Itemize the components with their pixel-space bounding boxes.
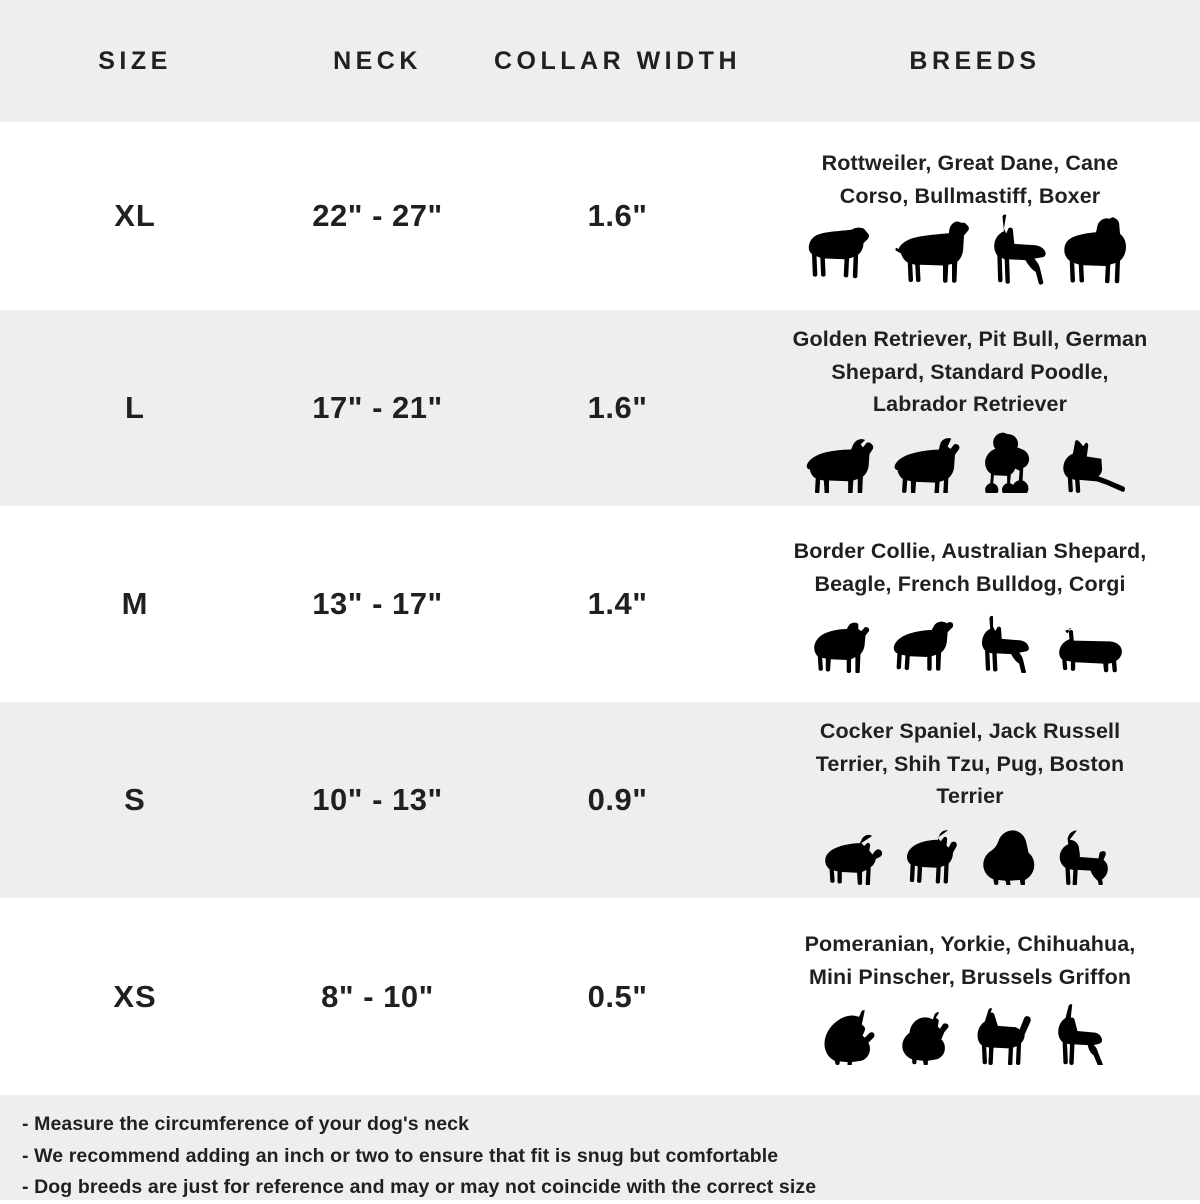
breed-silhouette-group bbox=[805, 214, 1135, 285]
cocker-spaniel-icon bbox=[825, 834, 883, 885]
breed-silhouette-group bbox=[824, 819, 1116, 885]
german-shepard-icon bbox=[1063, 440, 1126, 493]
pug-icon bbox=[1059, 830, 1108, 885]
cell-size: S bbox=[124, 782, 146, 817]
mini-pinscher-icon bbox=[1058, 1004, 1103, 1066]
labrador-retriever-icon bbox=[894, 438, 960, 493]
great-dane-icon bbox=[895, 221, 969, 283]
table-row: S 10" - 13" 0.9" Cocker Spaniel, Jack Ru… bbox=[0, 702, 1200, 898]
column-header-collar-width: COLLAR WIDTH bbox=[493, 46, 742, 75]
table-row: M 13" - 17" 1.4" Border Collie, Australi… bbox=[0, 506, 1200, 702]
table-row: XS 8" - 10" 0.5" Pomeranian, Yorkie, Chi… bbox=[0, 898, 1200, 1095]
table-header-row: SIZE NECK COLLAR WIDTH BREEDS bbox=[0, 0, 1200, 122]
cell-collar-width: 1.6" bbox=[587, 390, 648, 425]
cell-neck: 22" - 27" bbox=[312, 198, 443, 233]
cell-neck: 13" - 17" bbox=[312, 586, 443, 621]
pomeranian-icon bbox=[824, 1010, 875, 1066]
beagle-icon bbox=[893, 621, 954, 671]
column-header-neck: NECK bbox=[333, 46, 422, 75]
yorkie-icon bbox=[902, 1012, 949, 1066]
jack-russell-terrier-icon bbox=[907, 830, 957, 884]
cell-neck: 17" - 21" bbox=[312, 390, 443, 425]
table-row: XL 22" - 27" 1.6" Rottweiler, Great Dane… bbox=[0, 122, 1200, 310]
cell-size: XL bbox=[114, 198, 156, 233]
border-collie-icon bbox=[814, 622, 870, 673]
cell-breeds: Cocker Spaniel, Jack Russell Terrier, Sh… bbox=[750, 715, 1200, 885]
cell-breeds: Golden Retriever, Pit Bull, German Shepa… bbox=[750, 323, 1200, 493]
footer-note: - We recommend adding an inch or two to … bbox=[22, 1144, 779, 1167]
golden-retriever-icon bbox=[806, 439, 874, 493]
cell-neck: 8" - 10" bbox=[321, 978, 434, 1014]
corgi-icon bbox=[1059, 627, 1122, 672]
bullmastiff-icon bbox=[1064, 216, 1126, 283]
shih-tzu-icon bbox=[983, 830, 1035, 885]
breed-list-text: Cocker Spaniel, Jack Russell Terrier, Sh… bbox=[815, 718, 1125, 809]
cell-breeds: Border Collie, Australian Shepard, Beagl… bbox=[750, 535, 1200, 673]
cell-breeds: Pomeranian, Yorkie, Chihuahua, Mini Pins… bbox=[750, 928, 1200, 1066]
cell-breeds: Rottweiler, Great Dane, Cane Corso, Bull… bbox=[750, 147, 1200, 285]
breed-list-text: Pomeranian, Yorkie, Chihuahua, Mini Pins… bbox=[804, 931, 1136, 989]
footer-note: - Dog breeds are just for reference and … bbox=[22, 1176, 817, 1199]
table-row: L 17" - 21" 1.6" Golden Retriever, Pit B… bbox=[0, 310, 1200, 506]
footer-note: - Measure the circumference of your dog'… bbox=[22, 1113, 470, 1135]
breed-silhouette-group bbox=[822, 999, 1118, 1066]
cell-collar-width: 0.5" bbox=[587, 978, 648, 1014]
rottweiler-icon bbox=[808, 227, 870, 278]
breed-list-text: Golden Retriever, Pit Bull, German Shepa… bbox=[792, 326, 1148, 417]
cane-corso-icon bbox=[994, 214, 1046, 285]
footer-notes: - Measure the circumference of your dog'… bbox=[0, 1095, 1200, 1200]
cell-collar-width: 1.6" bbox=[587, 198, 648, 233]
cell-size: XS bbox=[113, 978, 157, 1014]
breed-silhouette-group bbox=[806, 427, 1134, 493]
column-header-size: SIZE bbox=[98, 46, 172, 75]
breed-list-text: Rottweiler, Great Dane, Cane Corso, Bull… bbox=[821, 151, 1119, 208]
breed-list-text: Border Collie, Australian Shepard, Beagl… bbox=[793, 539, 1147, 596]
cell-collar-width: 0.9" bbox=[587, 782, 648, 817]
cell-size: L bbox=[125, 390, 145, 425]
french-bulldog-icon bbox=[982, 615, 1029, 673]
cell-size: M bbox=[121, 586, 149, 621]
column-header-breeds: BREEDS bbox=[909, 46, 1041, 75]
chihuahua-icon bbox=[977, 1008, 1031, 1066]
breed-silhouette-group bbox=[813, 607, 1127, 673]
cell-neck: 10" - 13" bbox=[312, 782, 443, 817]
cell-collar-width: 1.4" bbox=[587, 586, 648, 621]
standard-poodle-icon bbox=[985, 432, 1030, 493]
